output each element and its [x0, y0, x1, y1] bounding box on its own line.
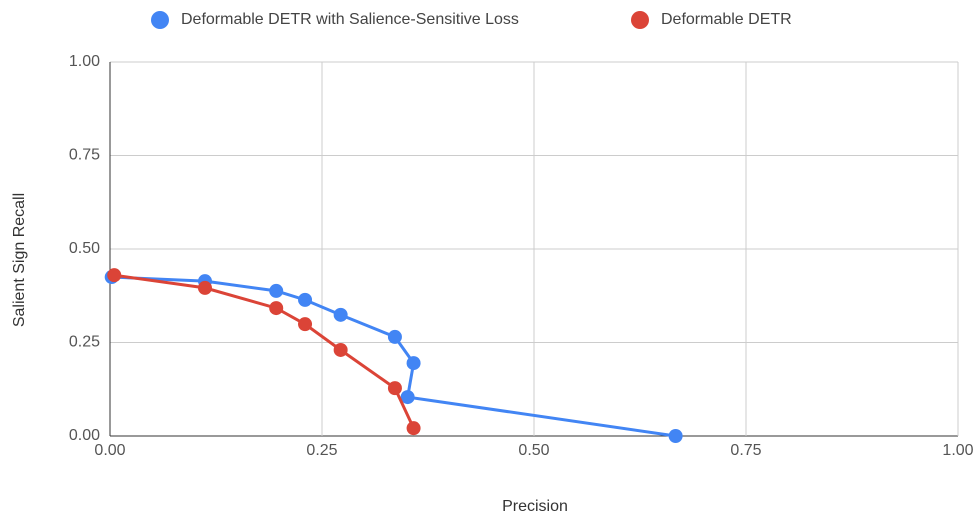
- data-point: [387, 329, 402, 344]
- legend-marker: [631, 11, 649, 29]
- y-tick-label: 0.25: [69, 334, 100, 351]
- data-point: [298, 292, 313, 307]
- data-point: [406, 421, 421, 436]
- data-point: [668, 429, 683, 443]
- data-point: [400, 390, 415, 405]
- data-point: [387, 381, 402, 396]
- y-tick-label: 0.00: [69, 427, 100, 444]
- y-tick-label: 1.00: [69, 53, 100, 70]
- series-line: [114, 273, 415, 429]
- legend-text: Deformable DETR with Salience-Sensitive …: [181, 11, 519, 28]
- data-point: [333, 307, 348, 322]
- y-axis-title: Salient Sign Recall: [11, 193, 28, 327]
- y-tick-label: 0.75: [69, 147, 100, 164]
- data-point: [107, 268, 122, 283]
- legend-marker: [151, 11, 169, 29]
- x-tick-label: 0.50: [518, 442, 549, 459]
- x-axis-title: Precision: [502, 498, 568, 515]
- x-tick-label: 1.00: [942, 442, 973, 459]
- data-point: [269, 301, 284, 316]
- series-line: [111, 275, 676, 438]
- x-tick-label: 0.75: [730, 442, 761, 459]
- data-point: [298, 317, 313, 332]
- y-tick-label: 0.50: [69, 240, 100, 257]
- data-point: [333, 342, 348, 357]
- x-tick-label: 0.25: [306, 442, 337, 459]
- data-point: [197, 280, 212, 295]
- data-point: [269, 283, 284, 298]
- x-tick-label: 0.00: [94, 442, 125, 459]
- data-point: [406, 356, 421, 371]
- legend-text: Deformable DETR: [661, 11, 792, 28]
